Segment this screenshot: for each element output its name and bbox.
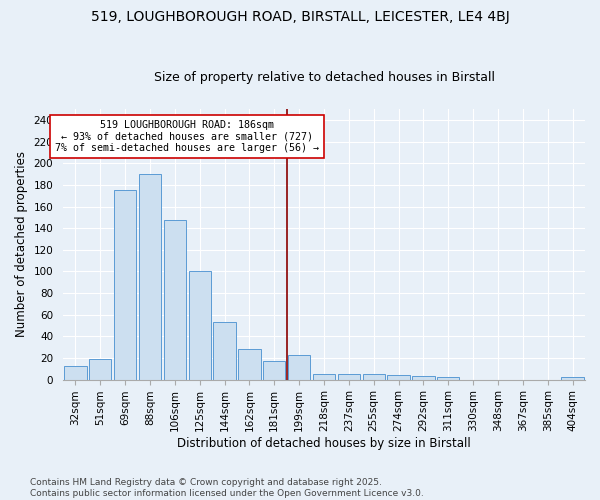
Title: Size of property relative to detached houses in Birstall: Size of property relative to detached ho…	[154, 72, 494, 85]
Text: Contains HM Land Registry data © Crown copyright and database right 2025.
Contai: Contains HM Land Registry data © Crown c…	[30, 478, 424, 498]
Bar	[362, 374, 385, 380]
Bar	[437, 378, 460, 380]
Bar	[114, 190, 136, 380]
Bar	[89, 359, 112, 380]
Bar	[139, 174, 161, 380]
Bar	[338, 374, 360, 380]
Text: 519 LOUGHBOROUGH ROAD: 186sqm
← 93% of detached houses are smaller (727)
7% of s: 519 LOUGHBOROUGH ROAD: 186sqm ← 93% of d…	[55, 120, 319, 154]
Bar	[313, 374, 335, 380]
Bar	[188, 272, 211, 380]
Text: 519, LOUGHBOROUGH ROAD, BIRSTALL, LEICESTER, LE4 4BJ: 519, LOUGHBOROUGH ROAD, BIRSTALL, LEICES…	[91, 10, 509, 24]
Bar	[64, 366, 86, 380]
Y-axis label: Number of detached properties: Number of detached properties	[15, 152, 28, 338]
Bar	[164, 220, 186, 380]
X-axis label: Distribution of detached houses by size in Birstall: Distribution of detached houses by size …	[177, 437, 471, 450]
Bar	[214, 322, 236, 380]
Bar	[238, 350, 260, 380]
Bar	[263, 361, 286, 380]
Bar	[388, 376, 410, 380]
Bar	[562, 378, 584, 380]
Bar	[412, 376, 434, 380]
Bar	[288, 354, 310, 380]
